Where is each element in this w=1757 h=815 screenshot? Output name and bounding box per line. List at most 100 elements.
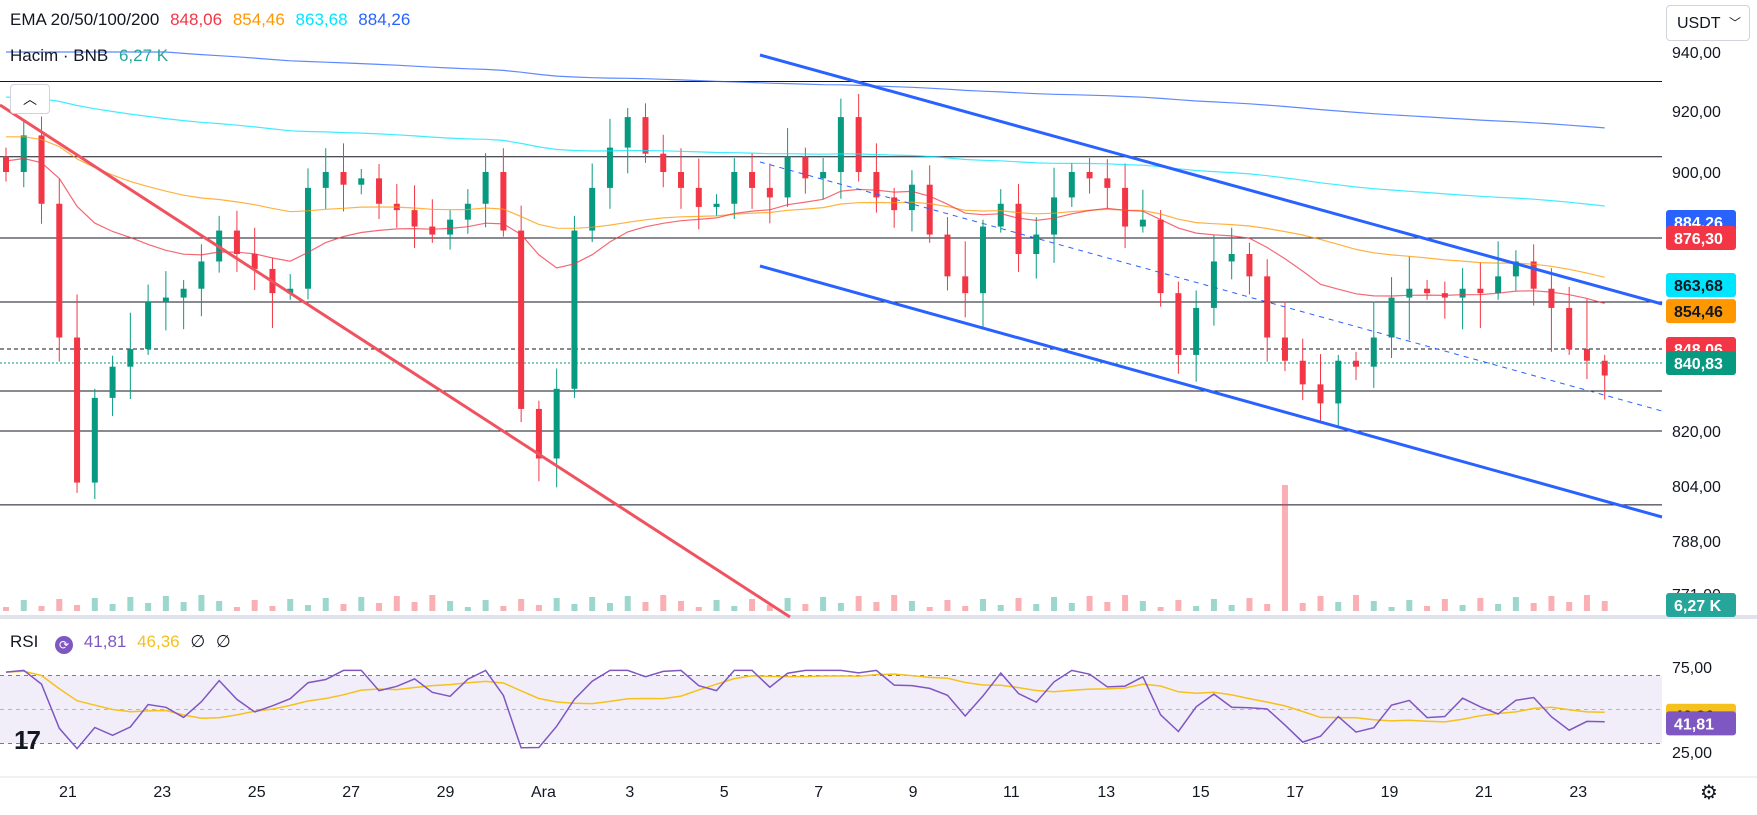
volume-bar <box>340 604 347 611</box>
volume-bar <box>1601 601 1608 611</box>
x-tick-label: 17 <box>1286 784 1304 801</box>
volume-bar <box>997 605 1004 611</box>
volume-legend[interactable]: Hacim · BNB 6,27 K <box>10 46 174 66</box>
volume-bar <box>304 605 311 611</box>
volume-bar <box>56 599 63 611</box>
x-tick-label: 25 <box>248 784 266 801</box>
volume-bar <box>429 595 436 611</box>
volume-bar <box>91 598 98 611</box>
candle-body <box>38 135 45 204</box>
candle-body <box>660 153 667 172</box>
candle-body <box>571 230 578 389</box>
candle-body <box>926 184 933 235</box>
volume-bar <box>606 603 613 611</box>
volume-bar <box>837 603 844 611</box>
volume-bar <box>287 599 294 611</box>
volume-bar <box>1068 603 1075 611</box>
candle-body <box>784 156 791 198</box>
rsi-tick-label: 75,00 <box>1672 660 1712 677</box>
volume-bar <box>766 605 773 611</box>
settings-icon[interactable]: ⚙ <box>1700 782 1718 804</box>
price-badge <box>1666 273 1736 297</box>
candle-body <box>1548 288 1555 308</box>
candle-body <box>908 184 915 211</box>
volume-bar <box>162 596 169 611</box>
x-tick-label: 5 <box>720 784 729 801</box>
volume-bar <box>944 600 951 611</box>
candle-body <box>695 187 702 207</box>
rsi-ma-value: 46,36 <box>137 632 180 651</box>
volume-bar <box>393 596 400 611</box>
candle-body <box>1015 203 1022 255</box>
volume-bar <box>464 607 471 611</box>
volume-bar <box>873 602 880 611</box>
volume-bar <box>1139 601 1146 611</box>
candle-body <box>447 219 454 235</box>
candle-body <box>1264 276 1271 338</box>
rsi-value: 41,81 <box>83 632 127 651</box>
candle-body <box>109 366 116 398</box>
volume-bar <box>1122 595 1129 611</box>
candle-body <box>1086 172 1093 179</box>
candle-body <box>1193 307 1200 355</box>
x-tick-label: 3 <box>625 784 634 801</box>
price-badge <box>1666 299 1736 324</box>
candle-body <box>198 261 205 289</box>
currency-select[interactable]: USDT ﹀ <box>1666 5 1750 41</box>
candle-body <box>1139 219 1146 227</box>
candle-body <box>1246 254 1253 277</box>
volume-bar <box>145 603 152 611</box>
channel-lower-line <box>759 264 1663 519</box>
candle-body <box>979 226 986 294</box>
volume-bar <box>1228 605 1235 611</box>
rsi-badge <box>1666 711 1736 736</box>
volume-bar <box>589 597 596 611</box>
ema50-value: 854,46 <box>232 10 285 29</box>
currency-label: USDT <box>1677 15 1721 32</box>
volume-bar <box>376 603 383 611</box>
candle-body <box>56 203 63 338</box>
candle-body <box>1477 288 1484 294</box>
candle-body <box>304 187 311 289</box>
candle-body <box>74 337 81 483</box>
volume-value: 6,27 K <box>118 46 169 65</box>
y-tick-label: 920,00 <box>1672 104 1721 121</box>
volume-badge <box>1666 593 1736 617</box>
candle-body <box>233 230 240 255</box>
volume-bar <box>1299 603 1306 611</box>
candle-body <box>127 349 134 367</box>
ema-legend[interactable]: EMA 20/50/100/200 848,06 854,46 863,68 8… <box>10 10 416 30</box>
volume-label: Hacim · BNB <box>10 46 109 65</box>
x-tick-label: 7 <box>814 784 823 801</box>
volume-bar <box>1424 606 1431 611</box>
rsi-badge-label: 41,81 <box>1674 716 1714 733</box>
volume-bar <box>180 602 187 611</box>
tradingview-logo-icon: 17 <box>14 725 41 755</box>
volume-bar <box>1015 598 1022 611</box>
y-tick-label: 940,00 <box>1672 45 1721 62</box>
rsi-legend[interactable]: RSI ⟳ 41,81 46,36 ∅ ∅ <box>10 632 237 654</box>
volume-bar <box>1512 597 1519 611</box>
candle-body <box>1281 337 1288 361</box>
volume-bar <box>1193 606 1200 611</box>
volume-bar <box>979 599 986 611</box>
candle-body <box>518 230 525 409</box>
volume-bar <box>251 600 258 611</box>
candle-body <box>411 210 418 227</box>
candle-body <box>1228 254 1235 262</box>
candle-body <box>1051 197 1058 235</box>
candle-body <box>20 135 27 172</box>
y-tick-label: 788,00 <box>1672 534 1721 551</box>
candle-body <box>145 302 152 350</box>
collapse-legend-button[interactable]: ︿ <box>10 84 50 114</box>
candle-body <box>589 187 596 231</box>
x-tick-label: 13 <box>1097 784 1115 801</box>
x-tick-label: Ara <box>531 784 556 801</box>
ema50-line <box>6 136 1605 278</box>
candle-body <box>749 172 756 188</box>
volume-bar <box>926 607 933 611</box>
volume-bar <box>1051 597 1058 611</box>
candle-body <box>376 178 383 204</box>
candle-body <box>944 234 951 277</box>
